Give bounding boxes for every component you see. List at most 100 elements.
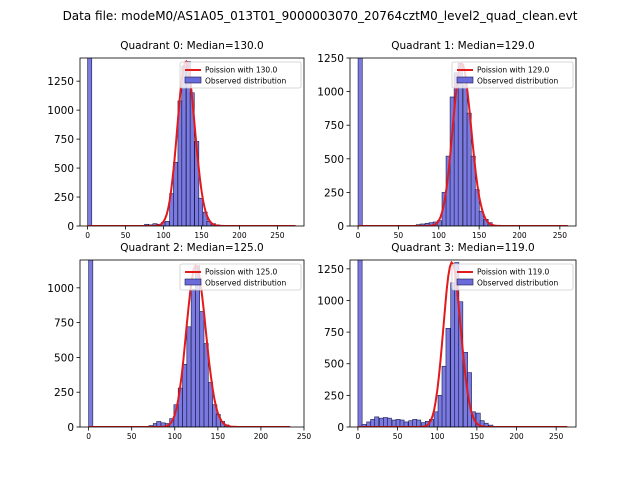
histogram-bar [383,417,388,427]
subplot-quadrant-1: Quadrant 1: Median=129.0 025050075010001… [317,40,577,240]
subplot-title: Quadrant 1: Median=129.0 [391,40,534,52]
legend-poisson-label: Poission with 129.0 [477,66,550,75]
subplot-title: Quadrant 0: Median=130.0 [120,40,263,52]
x-tick-label: 150 [194,231,209,240]
histogram-bar [379,417,384,427]
y-tick-label: 1000 [317,87,344,99]
histogram-bar [386,417,392,427]
x-tick-label: 0 [356,231,361,240]
histogram-bar [441,365,447,427]
y-tick-label: 0 [337,221,344,233]
y-tick-label: 750 [54,134,74,146]
histogram-bar [399,419,405,427]
x-tick-label: 200 [254,432,269,441]
x-tick-label: 50 [393,432,403,441]
histogram-bar [445,328,451,427]
histogram-bar [483,422,489,427]
histogram-bar [412,419,418,427]
legend-hist-label: Observed distribution [477,77,558,86]
histogram-bar [462,84,468,226]
histogram-bar [437,395,443,427]
histogram-bar [199,311,205,427]
axes-frame [349,57,577,227]
legend-box [451,61,574,89]
subplot-quadrant-0: Quadrant 0: Median=130.0 0 250 500 750 1000 1… [47,40,305,240]
legend-hist-swatch [184,278,202,286]
poisson-curve [357,260,568,427]
x-tick-label: 250 [270,231,285,240]
legend-hist-label: Observed distribution [205,279,286,288]
histogram-bar [370,419,376,427]
axes-frame [79,57,305,227]
histogram-bar [478,210,484,226]
legend-box [179,263,302,291]
histogram-bar [391,419,397,427]
y-tick-label: 1000 [317,295,344,307]
x-tick-label: 150 [472,231,487,240]
y-tick-label: 250 [54,387,74,399]
subplot-title: Quadrant 2: Median=125.0 [120,242,263,254]
y-tick-label: 250 [324,187,344,199]
y-tick-label: 500 [324,154,344,166]
x-tick-label: 100 [168,432,183,441]
histogram-bar [475,412,481,427]
legend: Poission with 129.0 Observed distributio… [451,61,574,89]
y-tick-label: 1250 [317,264,344,276]
histogram-bar [433,411,439,427]
x-tick-label: 0 [356,432,361,441]
histogram-bar [395,419,401,427]
histogram-bar [88,260,94,427]
x-tick-label: 200 [509,432,524,441]
histogram-bar [450,282,456,427]
legend-hist-swatch [456,278,474,286]
y-tick-label: 250 [54,192,74,204]
y-tick-label: 750 [324,120,344,132]
histogram-bar [458,301,464,427]
y-tick-label: 500 [324,359,344,371]
y-tick-label: 1250 [317,53,344,65]
x-tick-label: 250 [549,432,564,441]
y-tick-label: 0 [67,221,74,233]
subplot-quadrant-2: Quadrant 2: Median=125.0 0 250 500 750 1000 0… [47,242,311,441]
legend-hist-swatch [456,76,474,84]
histogram-bar [357,58,363,226]
x-tick-label: 100 [156,231,171,240]
poisson-curve [87,59,296,226]
y-tick-label: 1000 [47,283,74,295]
x-tick-label: 250 [297,432,312,441]
legend-hist-label: Observed distribution [477,279,558,288]
poisson-curve [88,264,291,427]
x-tick-label: 50 [394,231,404,240]
legend: Poission with 119.0 Observed distributio… [451,263,574,291]
histogram-bar [164,221,170,226]
x-tick-label: 0 [86,432,91,441]
x-tick-label: 150 [470,432,485,441]
legend-poisson-label: Poission with 130.0 [205,66,278,75]
axes-frame [349,259,577,428]
legend-poisson-label: Poission with 125.0 [205,268,278,277]
y-tick-label: 1250 [47,76,74,88]
legend-poisson-label: Poission with 119.0 [477,268,550,277]
histogram-bar [198,197,203,226]
histogram-bar [182,364,188,427]
y-tick-label: 1000 [47,105,74,117]
histogram-bar [186,326,192,427]
x-tick-label: 100 [432,231,447,240]
legend: Poission with 130.0 Observed distributio… [179,61,302,89]
y-tick-label: 0 [67,422,74,434]
histogram-bars [87,58,220,226]
x-tick-label: 100 [430,432,445,441]
x-tick-label: 200 [232,231,247,240]
legend-box [179,61,302,89]
subplot-title: Quadrant 3: Median=119.0 [391,242,534,254]
subplot-quadrant-3: Quadrant 3: Median=119.0 025050075010001… [317,242,577,441]
histogram-bar [87,58,93,226]
legend-box [451,263,574,291]
y-tick-label: 500 [54,163,74,175]
histogram-bar [181,65,187,226]
legend-hist-label: Observed distribution [205,77,286,86]
y-tick-label: 750 [324,327,344,339]
y-tick-label: 0 [337,422,344,434]
x-tick-label: 50 [127,432,137,441]
